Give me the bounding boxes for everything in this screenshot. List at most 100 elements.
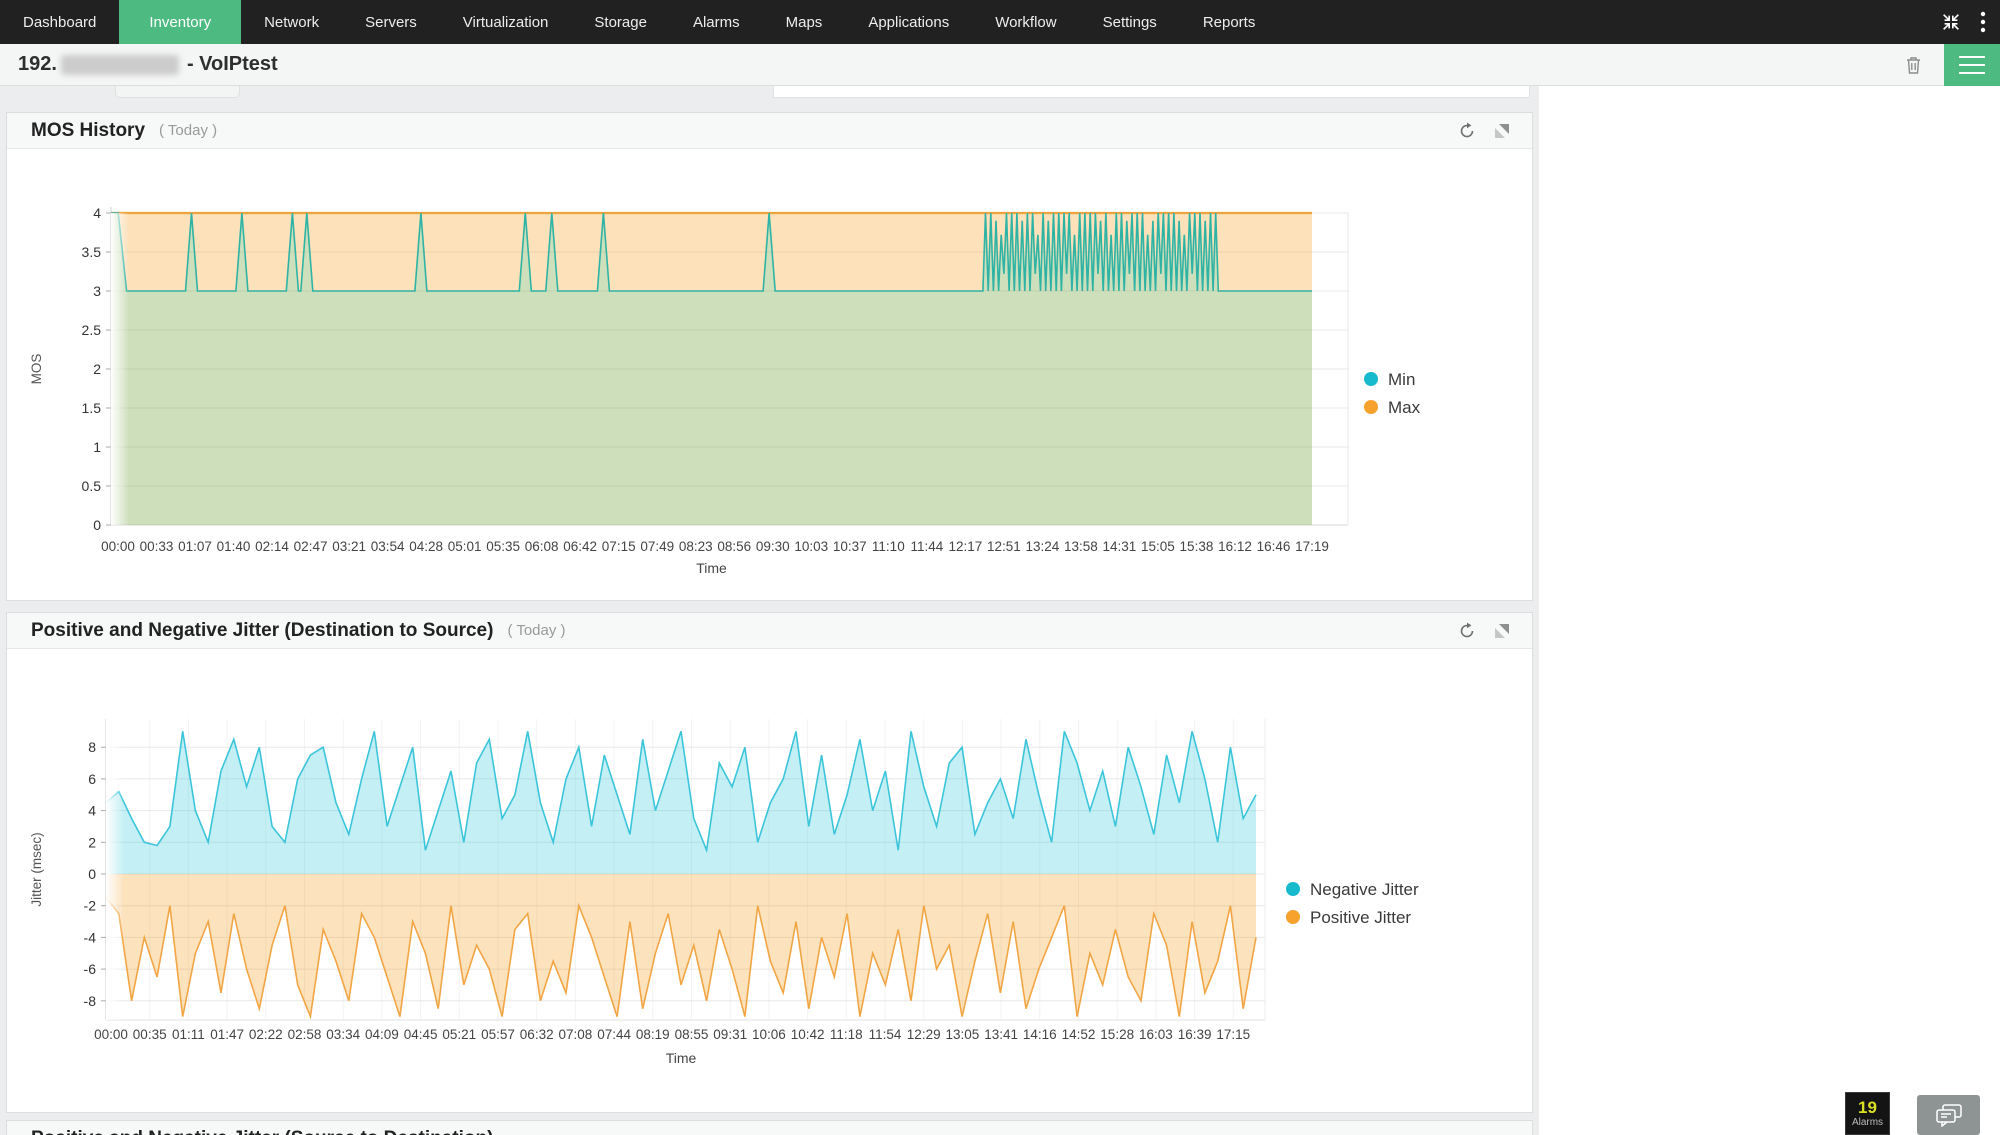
svg-text:14:31: 14:31 [1103, 539, 1137, 554]
cutoff-panel-header: Positive and Negative Jitter (Source to … [7, 1121, 1532, 1135]
svg-text:2.5: 2.5 [82, 322, 102, 338]
series-min-line [111, 212, 1312, 292]
svg-text:13:05: 13:05 [946, 1027, 980, 1042]
svg-text:12:51: 12:51 [987, 539, 1021, 554]
svg-text:08:19: 08:19 [636, 1027, 670, 1042]
alarms-label: Alarms [1851, 1117, 1884, 1128]
panel-menu-button[interactable] [1944, 43, 2000, 86]
svg-text:-4: -4 [84, 929, 97, 945]
legend-item: Negative Jitter [1286, 880, 1419, 899]
svg-text:07:44: 07:44 [597, 1027, 631, 1042]
svg-text:Max: Max [1388, 398, 1421, 417]
chat-button[interactable] [1917, 1095, 1980, 1135]
nav-inventory[interactable]: Inventory [119, 0, 242, 44]
svg-text:6: 6 [88, 771, 96, 787]
nav-virtualization[interactable]: Virtualization [462, 13, 549, 31]
panel-title: Positive and Negative Jitter (Source to … [23, 1128, 493, 1135]
refresh-icon[interactable] [1458, 622, 1476, 640]
svg-text:03:54: 03:54 [371, 539, 405, 554]
svg-text:15:05: 15:05 [1141, 539, 1175, 554]
svg-text:04:09: 04:09 [365, 1027, 399, 1042]
svg-text:11:18: 11:18 [830, 1027, 863, 1042]
svg-text:15:28: 15:28 [1100, 1027, 1134, 1042]
svg-text:10:42: 10:42 [791, 1027, 825, 1042]
svg-text:0: 0 [93, 517, 101, 533]
delete-device-button[interactable] [1883, 55, 1944, 75]
series-area-1 [106, 874, 1256, 1017]
svg-text:10:03: 10:03 [794, 539, 828, 554]
nav-applications[interactable]: Applications [868, 13, 950, 31]
svg-text:02:58: 02:58 [288, 1027, 322, 1042]
nav-network[interactable]: Network [264, 13, 320, 31]
svg-text:11:10: 11:10 [872, 539, 905, 554]
svg-text:05:35: 05:35 [486, 539, 520, 554]
svg-text:02:14: 02:14 [255, 539, 289, 554]
svg-text:16:46: 16:46 [1257, 539, 1291, 554]
svg-text:12:29: 12:29 [907, 1027, 941, 1042]
svg-text:00:00: 00:00 [94, 1027, 128, 1042]
hamburger-menu-icon [1959, 55, 1985, 58]
svg-text:02:22: 02:22 [249, 1027, 283, 1042]
scrolled-panel-bottom-fragment [773, 86, 1530, 98]
svg-text:13:24: 13:24 [1025, 539, 1059, 554]
x-axis: 00:00 00:35 01:11 01:47 02:22 02:58 03:34 04:09… [94, 1027, 1250, 1066]
resize-icon[interactable] [1494, 123, 1510, 139]
svg-text:00:00: 00:00 [101, 539, 135, 554]
svg-text:07:15: 07:15 [602, 539, 636, 554]
nav-workflow[interactable]: Workflow [995, 13, 1057, 31]
trash-icon [1907, 56, 1920, 74]
gridlines: 8 6 4 2 0 -2 -4 -6 -8 [84, 719, 1266, 1021]
svg-text:8: 8 [88, 739, 96, 755]
more-options-icon[interactable] [1980, 11, 1986, 33]
svg-text:3.5: 3.5 [82, 244, 102, 260]
jitter-chart: 8 6 4 2 0 -2 -4 -6 -8 00:00 00:35 01:11 01:47 02:22 02… [29, 719, 1419, 1066]
resize-icon[interactable] [1494, 623, 1510, 639]
svg-text:03:34: 03:34 [326, 1027, 360, 1042]
svg-text:06:08: 06:08 [525, 539, 559, 554]
svg-text:01:40: 01:40 [217, 539, 251, 554]
svg-text:17:19: 17:19 [1295, 539, 1329, 554]
page-title: 192. - VoIPtest [0, 53, 278, 76]
scrolled-widget-fragment [115, 86, 240, 98]
refresh-icon[interactable] [1458, 122, 1476, 140]
svg-text:05:57: 05:57 [481, 1027, 515, 1042]
svg-text:08:56: 08:56 [717, 539, 751, 554]
legend-item: Max [1364, 398, 1421, 417]
legend-item: Min [1364, 370, 1415, 389]
svg-text:08:55: 08:55 [675, 1027, 709, 1042]
nav-maps[interactable]: Maps [785, 13, 823, 31]
top-navigation: Dashboard Inventory Network Servers Virt… [0, 0, 2000, 44]
nav-reports[interactable]: Reports [1202, 13, 1256, 31]
nav-settings[interactable]: Settings [1102, 13, 1157, 31]
svg-text:3: 3 [93, 283, 101, 299]
chat-icon [1935, 1104, 1962, 1127]
svg-text:16:39: 16:39 [1178, 1027, 1212, 1042]
svg-text:09:30: 09:30 [756, 539, 790, 554]
nav-storage[interactable]: Storage [594, 13, 647, 31]
svg-text:04:28: 04:28 [409, 539, 443, 554]
device-name: - VoIPtest [186, 53, 278, 75]
panel-title: MOS History [31, 119, 146, 141]
svg-text:1.5: 1.5 [82, 400, 102, 416]
svg-text:12:17: 12:17 [948, 539, 982, 554]
svg-text:05:21: 05:21 [442, 1027, 476, 1042]
svg-text:Negative Jitter: Negative Jitter [1310, 880, 1419, 899]
jitter-dest-to-source-panel: Positive and Negative Jitter (Destinatio… [6, 612, 1533, 1113]
svg-text:07:08: 07:08 [559, 1027, 593, 1042]
svg-text:2: 2 [93, 361, 101, 377]
svg-text:02:47: 02:47 [294, 539, 328, 554]
nav-alarms[interactable]: Alarms [692, 13, 740, 31]
svg-text:2: 2 [88, 834, 96, 850]
jitter-panel-header: Positive and Negative Jitter (Destinatio… [7, 613, 1532, 649]
svg-text:0.5: 0.5 [82, 478, 102, 494]
svg-text:Time: Time [666, 1050, 697, 1066]
exit-fullscreen-icon[interactable] [1940, 11, 1962, 33]
nav-servers[interactable]: Servers [365, 13, 417, 31]
nav-dashboard[interactable]: Dashboard [23, 13, 97, 31]
series-area-0 [106, 731, 1256, 874]
alarms-badge[interactable]: 19 Alarms [1845, 1092, 1890, 1135]
jitter-source-to-dest-panel: Positive and Negative Jitter (Source to … [6, 1120, 1533, 1135]
svg-text:01:11: 01:11 [172, 1027, 205, 1042]
device-ip-prefix: 192. [18, 53, 57, 75]
